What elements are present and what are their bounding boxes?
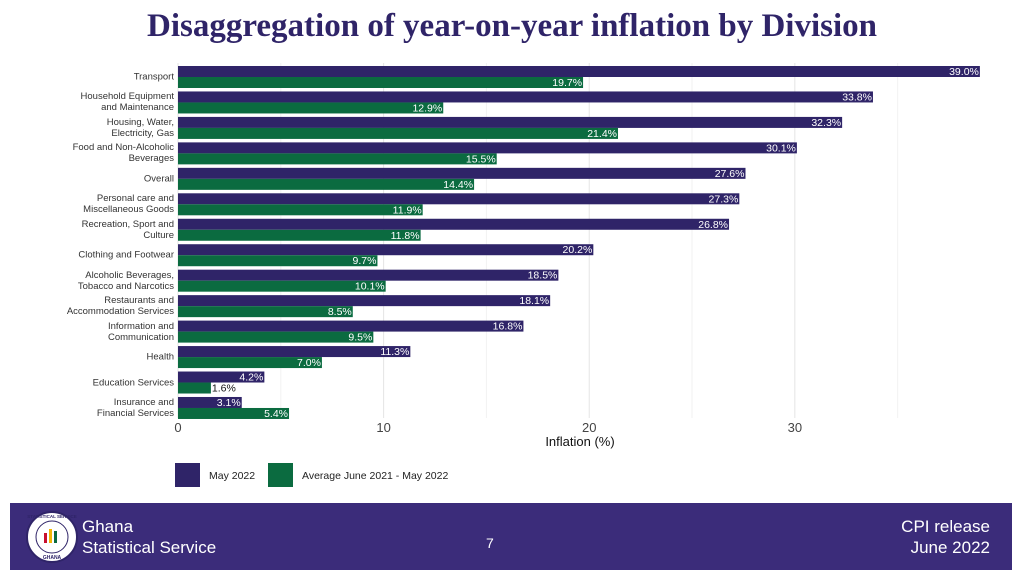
legend-label: May 2022 xyxy=(209,470,255,482)
bar xyxy=(178,127,619,139)
chart-title: Disaggregation of year-on-year inflation… xyxy=(147,8,877,44)
bar xyxy=(178,244,594,256)
x-tick-label: 30 xyxy=(788,420,802,435)
y-tick-label: Clothing and Footwear xyxy=(78,249,174,261)
legend-label: Average June 2021 - May 2022 xyxy=(302,470,448,482)
bar xyxy=(178,229,421,241)
value-label: 3.1% xyxy=(217,397,241,409)
value-label: 39.0% xyxy=(949,66,979,78)
bar xyxy=(178,269,559,281)
value-label: 11.8% xyxy=(391,230,420,242)
value-label: 5.4% xyxy=(264,408,288,420)
value-label: 19.7% xyxy=(552,77,582,89)
legend-swatch xyxy=(268,463,293,487)
bar xyxy=(178,295,551,307)
bar xyxy=(178,178,475,190)
value-label: 16.8% xyxy=(493,321,523,333)
bar xyxy=(178,382,211,394)
value-label: 27.3% xyxy=(709,193,739,205)
bar xyxy=(178,167,746,179)
bar xyxy=(178,218,730,230)
chart: 0 10 20 30 Inflation (%) 39.0% 33.8% 32.3% 30.1%… xyxy=(174,63,980,487)
y-tick-label: Transport xyxy=(133,71,174,83)
bar xyxy=(178,320,524,332)
value-label: 21.4% xyxy=(587,128,617,140)
y-tick-label: Education Services xyxy=(92,377,174,389)
bar xyxy=(178,346,411,358)
y-tick-label: Alcoholic Beverages, Tobacco and Narcoti… xyxy=(77,269,174,292)
bar xyxy=(178,371,265,383)
value-label: 14.4% xyxy=(443,179,473,191)
value-label: 9.7% xyxy=(353,255,377,267)
x-tick-label: 0 xyxy=(174,420,181,435)
value-label: 18.1% xyxy=(519,295,549,307)
value-label: 32.3% xyxy=(811,117,841,129)
legend-swatch xyxy=(175,463,200,487)
value-label: 18.5% xyxy=(528,270,558,282)
x-axis-title: Inflation (%) xyxy=(545,434,614,449)
value-label: 33.8% xyxy=(842,91,872,103)
bar xyxy=(178,357,322,369)
value-label: 9.5% xyxy=(348,332,372,344)
bar xyxy=(178,66,980,77)
value-label: 20.2% xyxy=(563,244,593,256)
value-label: 4.2% xyxy=(239,372,263,384)
logo-text: GHANA xyxy=(43,555,62,561)
bar xyxy=(178,91,873,103)
page-number: 7 xyxy=(486,535,494,551)
bar xyxy=(178,193,740,205)
y-tick-label: Overall xyxy=(143,173,174,185)
y-tick-label: Personal care and Miscellaneous Goods xyxy=(83,193,174,216)
value-label: 10.1% xyxy=(355,281,385,293)
value-label: 12.9% xyxy=(412,102,442,114)
y-tick-label: Housing, Water, Electricity, Gas xyxy=(106,116,174,139)
y-tick-label: Recreation, Sport and Culture xyxy=(81,218,174,241)
footer: STATISTICAL SERVICE GHANA Ghana Statisti… xyxy=(10,503,1012,570)
bar xyxy=(178,102,444,114)
logo: STATISTICAL SERVICE GHANA xyxy=(26,511,78,563)
y-tick-label: Household Equipment and Maintenance xyxy=(80,91,174,114)
bar xyxy=(178,116,843,128)
y-tick-label: Information and Communication xyxy=(107,320,174,343)
bar xyxy=(178,153,497,165)
y-tick-label: Insurance and Financial Services xyxy=(96,396,174,419)
x-tick-label: 20 xyxy=(582,420,596,435)
organization: Ghana Statistical Service xyxy=(82,517,217,557)
value-label: 15.5% xyxy=(466,153,496,165)
value-label: 11.9% xyxy=(393,204,422,216)
logo-text: STATISTICAL SERVICE xyxy=(27,514,76,519)
bar xyxy=(178,331,374,343)
value-label: 7.0% xyxy=(297,357,321,369)
bar xyxy=(178,407,290,419)
x-tick-label: 10 xyxy=(376,420,390,435)
value-label: 27.6% xyxy=(715,168,745,180)
value-label: 11.3% xyxy=(380,346,409,358)
y-tick-label: Food and Non-Alcoholic Beverages xyxy=(72,142,174,165)
value-label: 8.5% xyxy=(328,306,352,318)
value-label: 30.1% xyxy=(766,142,796,154)
bar xyxy=(178,396,242,408)
bar xyxy=(178,306,353,318)
y-tick-label: Restaurants and Accommodation Services xyxy=(66,295,174,318)
release: CPI release June 2022 xyxy=(901,517,990,557)
bar xyxy=(178,280,386,292)
bar xyxy=(178,77,584,88)
y-tick-label: Health xyxy=(146,351,174,363)
bar xyxy=(178,255,378,267)
value-label: 26.8% xyxy=(698,219,728,231)
bar xyxy=(178,204,423,216)
bar xyxy=(178,142,797,154)
value-label: 1.6% xyxy=(212,383,236,395)
